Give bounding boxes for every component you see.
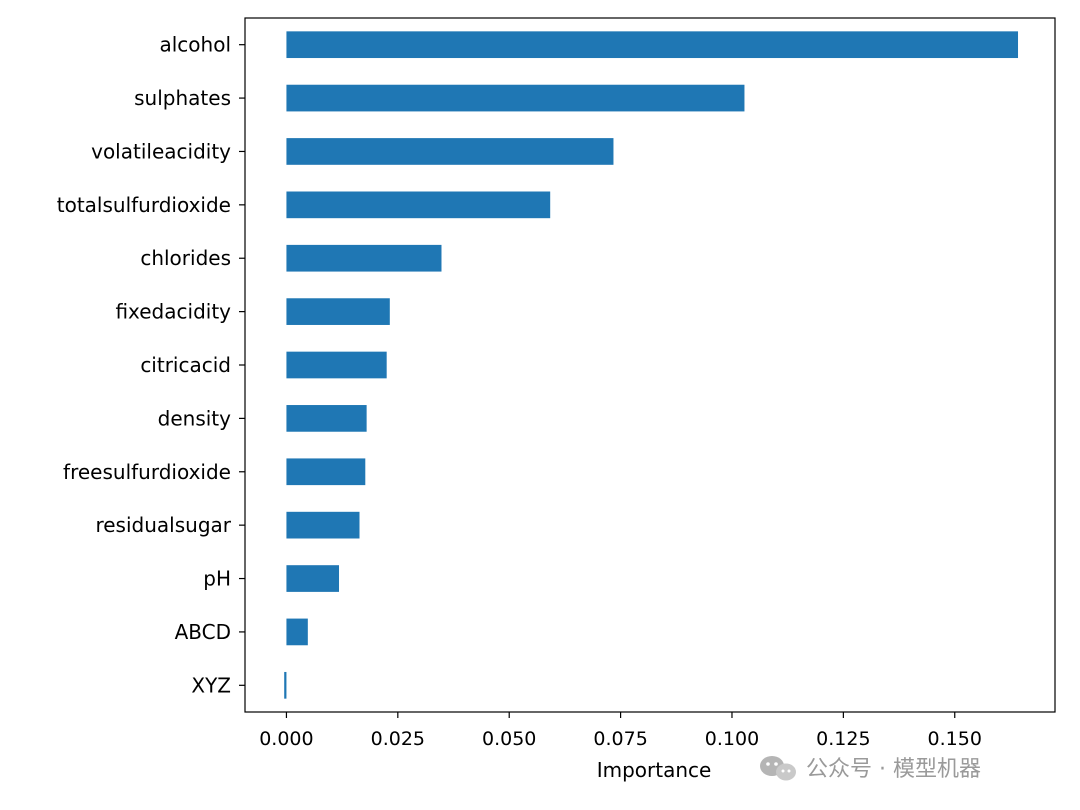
bar-residualsugar [286,511,360,539]
x-tick-label: 0.150 [928,728,982,750]
x-axis-label: Importance [597,758,712,782]
category-label-totalsulfurdioxide: totalsulfurdioxide [57,193,231,217]
bar-ABCD [286,618,308,646]
bar-fixedacidity [286,298,390,325]
watermark-text: 公众号 · 模型机器 [806,757,981,782]
bar-XYZ [284,671,287,699]
x-axis-ticks: 0.000 0.025 0.050 0.075 0.100 0.125 0.150 [259,712,982,750]
category-label-density: density [158,406,231,430]
category-label-chlorides: chlorides [140,246,231,270]
category-label-XYZ: XYZ [191,673,231,697]
category-label-volatileacidity: volatileacidity [91,139,231,163]
category-labels: alcohol sulphates volatileacidity totalsulf… [57,33,245,697]
bar-sulphates [286,84,745,112]
category-label-residualsugar: residualsugar [95,513,231,537]
category-label-ABCD: ABCD [175,620,231,644]
bar-volatileacidity [286,138,614,165]
x-tick-label: 0.075 [593,728,647,750]
category-label-sulphates: sulphates [134,86,231,110]
category-label-alcohol: alcohol [159,33,231,57]
bar-freesulfurdioxide [286,458,366,486]
watermark: 公众号 · 模型机器 [760,756,981,782]
bar-chlorides [286,244,442,272]
category-label-pH: pH [203,567,231,591]
bars-layer [284,31,1019,699]
x-tick-label: 0.100 [705,728,759,750]
wechat-icon [760,756,796,781]
x-tick-label: 0.000 [259,728,313,750]
x-tick-label: 0.125 [816,728,870,750]
plot-frame [244,17,1056,713]
bar-totalsulfurdioxide [286,191,551,219]
bar-alcohol [286,31,1019,59]
bar-pH [286,565,340,592]
category-label-citricacid: citricacid [140,353,231,377]
bar-citricacid [286,351,387,379]
x-tick-label: 0.050 [482,728,536,750]
bar-density [286,405,367,432]
category-label-freesulfurdioxide: freesulfurdioxide [63,460,231,484]
x-tick-label: 0.025 [371,728,425,750]
category-label-fixedacidity: fixedacidity [115,300,231,324]
